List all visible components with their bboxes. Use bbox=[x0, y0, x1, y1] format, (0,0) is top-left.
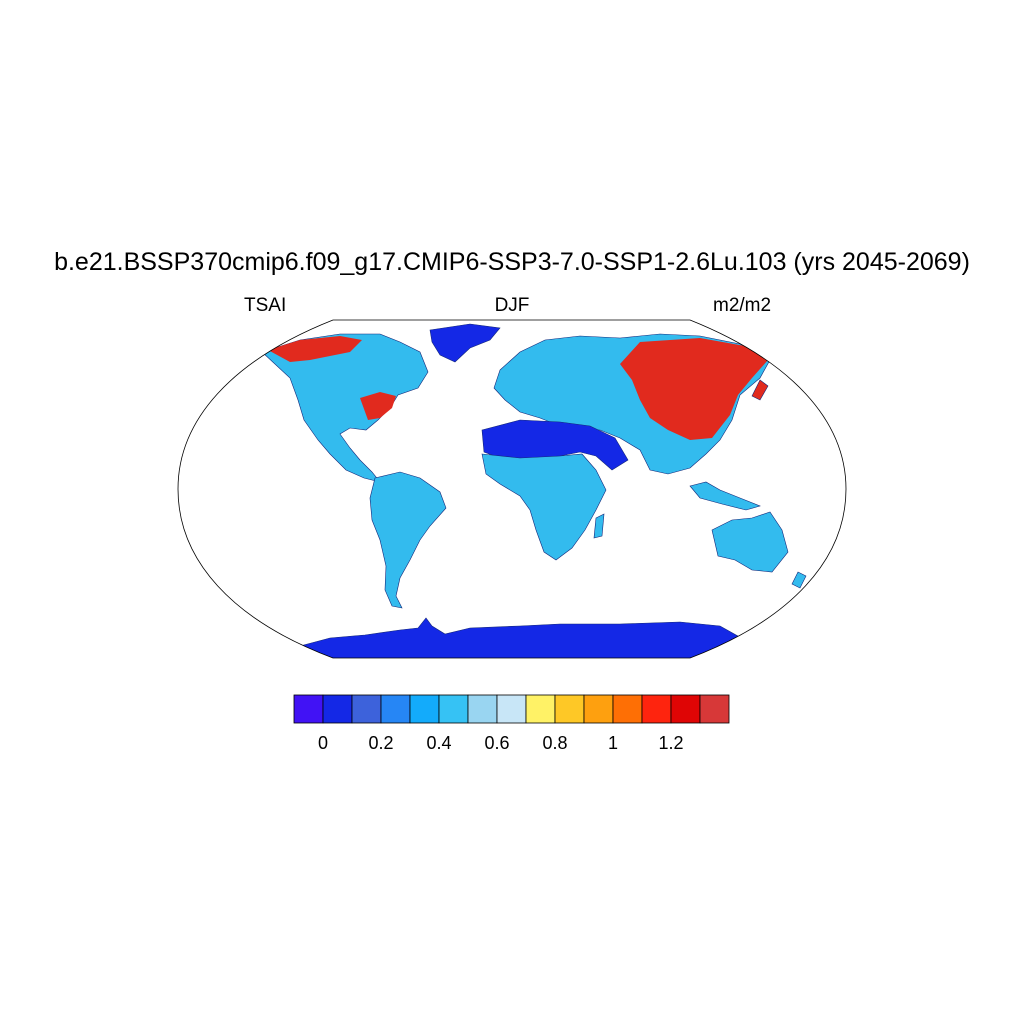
colorbar-box-3 bbox=[380, 694, 411, 724]
siberia-high bbox=[620, 338, 768, 440]
colorbar-box-4 bbox=[409, 694, 440, 724]
colorbar-tick-labels: 0 0.2 0.4 0.6 0.8 1 1.2 bbox=[318, 733, 684, 753]
colorbar-tick-label: 0.6 bbox=[484, 733, 509, 753]
colorbar-box-1 bbox=[322, 694, 353, 724]
new-zealand bbox=[791, 571, 807, 589]
colorbar-box-2 bbox=[351, 694, 382, 724]
se-asia-islands bbox=[689, 481, 761, 511]
africa bbox=[481, 453, 607, 561]
south-america bbox=[369, 471, 447, 609]
map-border bbox=[177, 319, 847, 659]
madagascar bbox=[593, 513, 605, 539]
land-layer bbox=[261, 323, 807, 658]
colorbar bbox=[293, 694, 730, 724]
australia bbox=[711, 511, 789, 573]
season-label: DJF bbox=[494, 295, 530, 316]
colorbar-tick-label: 0.8 bbox=[542, 733, 567, 753]
variable-label: TSAI bbox=[244, 295, 287, 316]
greenland bbox=[429, 323, 501, 363]
colorbar-box-6 bbox=[467, 694, 498, 724]
colorbar-box-8 bbox=[525, 694, 556, 724]
colorbar-box-7 bbox=[496, 694, 527, 724]
colorbar-box-10 bbox=[583, 694, 614, 724]
japan bbox=[751, 379, 769, 401]
antarctica bbox=[299, 617, 746, 658]
units-label: m2/m2 bbox=[713, 295, 772, 316]
colorbar-box-5 bbox=[438, 694, 469, 724]
colorbar-tick-label: 1.2 bbox=[658, 733, 683, 753]
canada-high bbox=[268, 336, 362, 362]
north-america bbox=[261, 333, 429, 483]
colorbar-box-11 bbox=[612, 694, 643, 724]
plot-title: b.e21.BSSP370cmip6.f09_g17.CMIP6-SSP3-7.… bbox=[54, 248, 970, 276]
colorbar-tick-label: 0 bbox=[318, 733, 328, 753]
colorbar-box-14 bbox=[699, 694, 730, 724]
colorbar-tick-label: 0.2 bbox=[368, 733, 393, 753]
colorbar-tick-label: 0.4 bbox=[426, 733, 451, 753]
colorbar-box-12 bbox=[641, 694, 672, 724]
colorbar-box-0 bbox=[293, 694, 324, 724]
colorbar-box-13 bbox=[670, 694, 701, 724]
east-na-high bbox=[360, 392, 396, 420]
colorbar-box-9 bbox=[554, 694, 585, 724]
colorbar-tick-label: 1 bbox=[608, 733, 618, 753]
